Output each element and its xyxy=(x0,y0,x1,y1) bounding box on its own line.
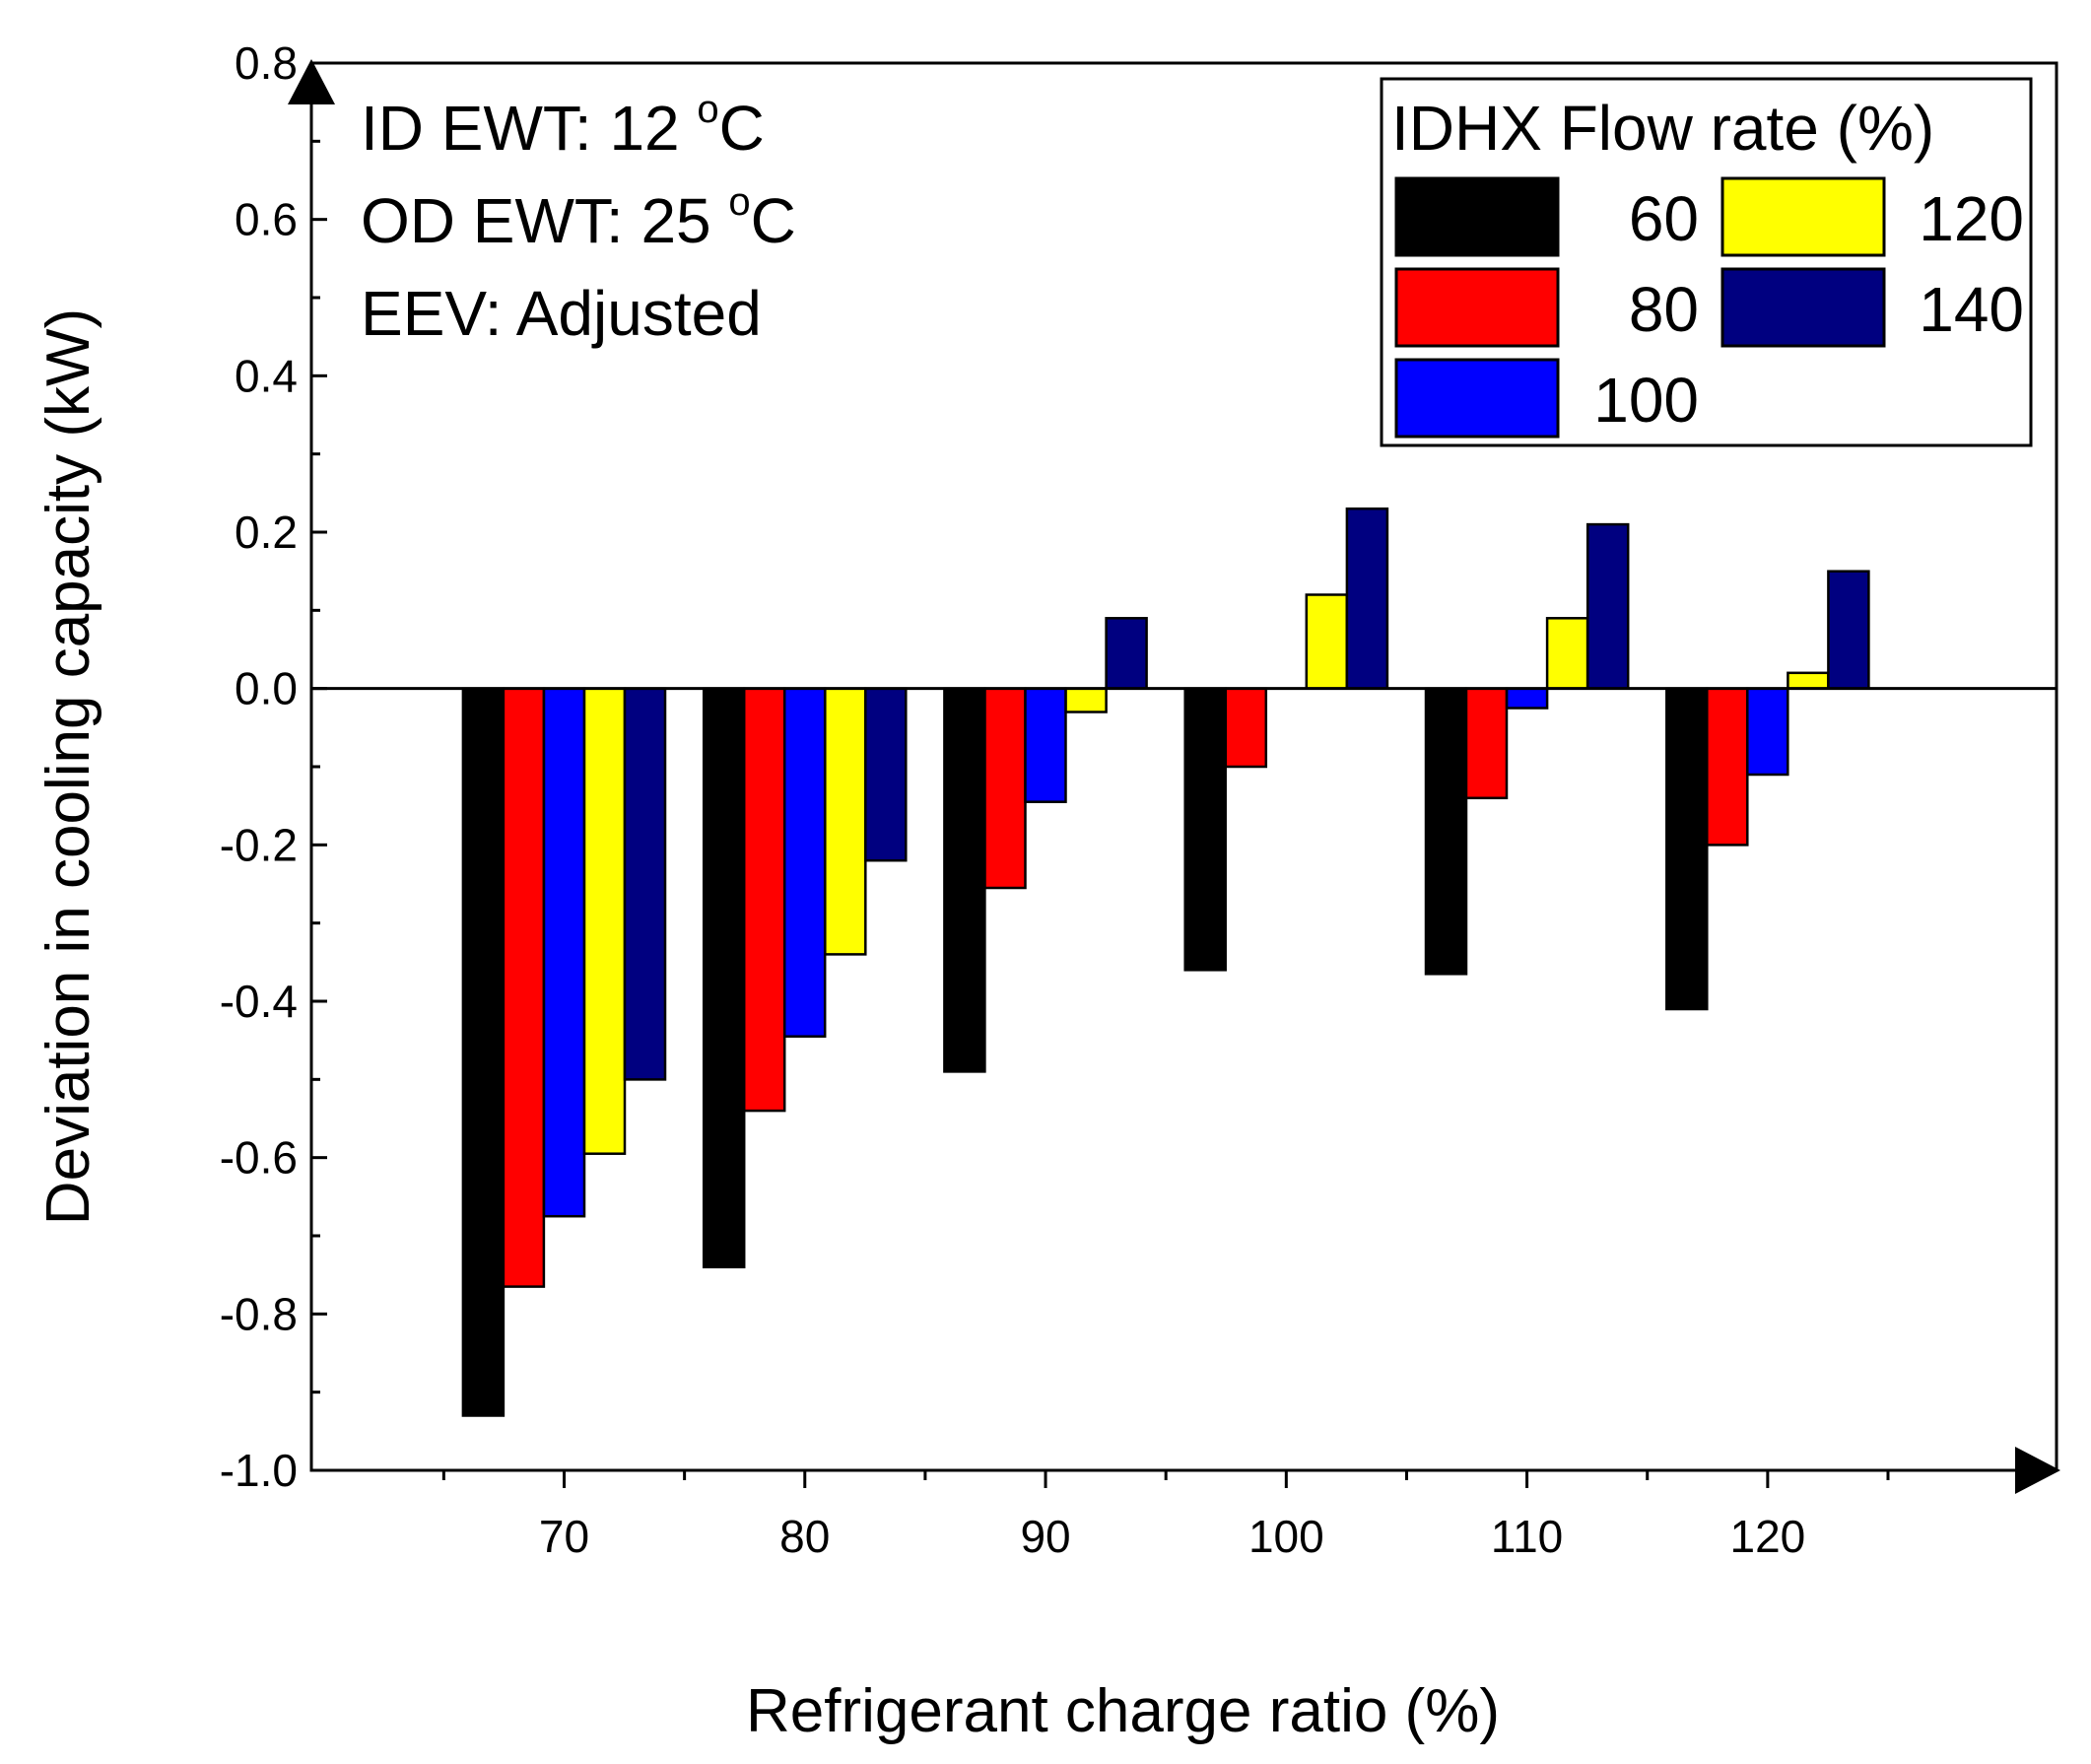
y-tick-label: 0.6 xyxy=(235,194,298,245)
bar-120-120 xyxy=(1787,671,1830,690)
bar-100-70 xyxy=(542,687,586,1218)
bar-80-70 xyxy=(502,687,546,1288)
legend-label-100: 100 xyxy=(1593,365,1699,436)
condition-annotation: EEV: Adjusted xyxy=(361,278,762,349)
bar-80-110 xyxy=(1464,687,1509,800)
bar-60-120 xyxy=(1665,687,1709,1011)
bar-120-110 xyxy=(1545,617,1589,690)
y-tick-label: 0.2 xyxy=(235,507,298,558)
bar-120-100 xyxy=(1305,593,1349,690)
legend-swatch-60 xyxy=(1394,176,1560,257)
bar-140-100 xyxy=(1345,507,1389,690)
x-axis-title: Refrigerant charge ratio (%) xyxy=(746,1677,1500,1745)
x-tick-label: 70 xyxy=(539,1511,589,1562)
bar-80-120 xyxy=(1706,687,1749,847)
legend-label-140: 140 xyxy=(1919,274,2024,345)
bar-120-70 xyxy=(582,687,627,1155)
y-axis-title: Deviation in cooling capacity (kW) xyxy=(34,308,102,1225)
legend-swatch-80 xyxy=(1394,267,1560,348)
y-tick-label: -0.4 xyxy=(220,976,298,1027)
legend: IDHX Flow rate (%) 60 80 100 120 140 xyxy=(1380,77,2033,447)
bar-60-70 xyxy=(461,687,506,1417)
bar-140-80 xyxy=(864,687,908,862)
bar-60-110 xyxy=(1424,687,1468,976)
y-tick-label: -0.2 xyxy=(220,819,298,870)
y-tick-label: 0.8 xyxy=(235,37,298,89)
bar-120-80 xyxy=(824,687,867,956)
axes: -1.0 -0.8 -0.6 -0.4 -0.2 0.0 0.2 0.4 0.6 0.8 70 80 9… xyxy=(34,37,2060,1745)
legend-title: IDHX Flow rate (%) xyxy=(1391,93,1934,164)
y-tick-label: 0.4 xyxy=(235,350,298,401)
legend-swatch-100 xyxy=(1394,358,1560,439)
condition-annotation: ID EWT: 12 oC xyxy=(361,88,765,164)
legend-swatch-140 xyxy=(1720,267,1886,348)
bar-120-90 xyxy=(1064,687,1108,713)
bars xyxy=(461,507,1870,1417)
y-tick-label: -1.0 xyxy=(220,1445,298,1496)
x-tick-label: 90 xyxy=(1020,1511,1070,1562)
bar-140-90 xyxy=(1105,617,1148,690)
bar-140-110 xyxy=(1585,522,1630,690)
legend-label-80: 80 xyxy=(1629,274,1699,345)
y-tick-label: -0.6 xyxy=(220,1132,298,1184)
x-tick-label: 110 xyxy=(1491,1511,1563,1562)
bar-60-90 xyxy=(943,687,986,1073)
y-tick-label: -0.8 xyxy=(220,1288,298,1339)
x-tick-label: 100 xyxy=(1248,1511,1324,1562)
legend-swatch-120 xyxy=(1720,176,1886,257)
bar-100-110 xyxy=(1505,687,1549,710)
bar-80-80 xyxy=(742,687,786,1113)
bar-60-80 xyxy=(702,687,746,1269)
bar-140-70 xyxy=(623,687,667,1081)
y-tick-label: 0.0 xyxy=(235,663,298,714)
x-tick-label: 80 xyxy=(779,1511,830,1562)
condition-annotation: OD EWT: 25 oC xyxy=(361,180,796,256)
bar-80-100 xyxy=(1224,687,1268,769)
annotations: ID EWT: 12 oC OD EWT: 25 oC EEV: Adjusted xyxy=(361,88,796,349)
legend-label-60: 60 xyxy=(1629,183,1699,254)
bar-60-100 xyxy=(1183,687,1227,972)
legend-label-120: 120 xyxy=(1919,183,2024,254)
x-axis-arrow xyxy=(2015,1447,2060,1494)
bar-100-120 xyxy=(1746,687,1789,777)
bar-100-90 xyxy=(1024,687,1067,803)
bar-80-90 xyxy=(983,687,1027,890)
x-tick-label: 120 xyxy=(1729,1511,1805,1562)
y-axis-arrow xyxy=(288,59,335,104)
bar-140-120 xyxy=(1827,570,1870,690)
bar-100-80 xyxy=(782,687,827,1038)
